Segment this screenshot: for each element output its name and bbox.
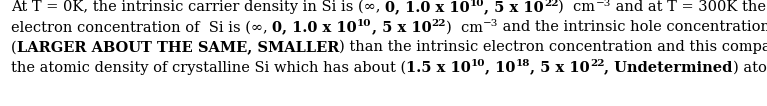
Text: , Undetermined: , Undetermined bbox=[604, 61, 732, 75]
Text: 0, 1.0 x 10: 0, 1.0 x 10 bbox=[272, 20, 357, 34]
Text: 18: 18 bbox=[516, 59, 530, 68]
Text: 10: 10 bbox=[357, 19, 371, 28]
Text: 22: 22 bbox=[590, 59, 604, 68]
Text: )  cm: ) cm bbox=[446, 20, 482, 34]
Text: electron concentration of  Si is (∞,: electron concentration of Si is (∞, bbox=[11, 20, 272, 34]
Text: (: ( bbox=[11, 40, 17, 54]
Text: )  cm: ) cm bbox=[558, 0, 595, 14]
Text: , 10: , 10 bbox=[486, 61, 516, 75]
Text: 10: 10 bbox=[470, 0, 485, 8]
Text: ) atoms/cm: ) atoms/cm bbox=[732, 61, 767, 75]
Text: 0, 1.0 x 10: 0, 1.0 x 10 bbox=[385, 0, 470, 14]
Text: ) than the intrinsic electron concentration and this compares to: ) than the intrinsic electron concentrat… bbox=[339, 40, 767, 54]
Text: At T = 0K, the intrinsic carrier density in Si is (∞,: At T = 0K, the intrinsic carrier density… bbox=[11, 0, 385, 14]
Text: the atomic density of crystalline Si which has about (: the atomic density of crystalline Si whi… bbox=[11, 60, 407, 75]
Text: and the intrinsic hole concentration is: and the intrinsic hole concentration is bbox=[498, 20, 767, 34]
Text: 10: 10 bbox=[471, 59, 486, 68]
Text: , 5 x 10: , 5 x 10 bbox=[485, 0, 544, 14]
Text: 1.5 x 10: 1.5 x 10 bbox=[407, 61, 471, 75]
Text: −3: −3 bbox=[482, 19, 498, 28]
Text: 22: 22 bbox=[544, 0, 558, 8]
Text: 22: 22 bbox=[431, 19, 446, 28]
Text: and at T = 300K the intrinsic: and at T = 300K the intrinsic bbox=[611, 0, 767, 14]
Text: , 5 x 10: , 5 x 10 bbox=[530, 61, 590, 75]
Text: , 5 x 10: , 5 x 10 bbox=[371, 20, 431, 34]
Text: −3: −3 bbox=[595, 0, 611, 8]
Text: LARGER ABOUT THE SAME, SMALLER: LARGER ABOUT THE SAME, SMALLER bbox=[17, 40, 339, 54]
